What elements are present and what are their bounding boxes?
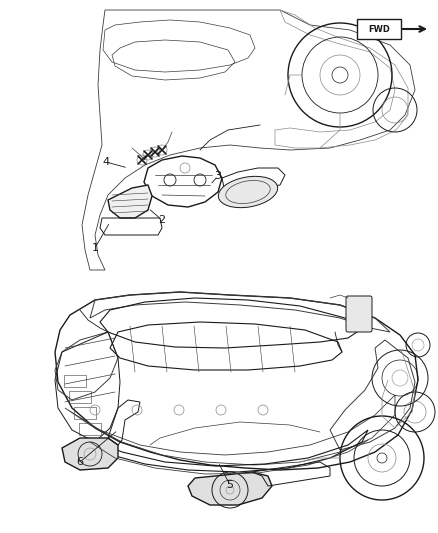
Text: 2: 2 — [159, 215, 166, 225]
Text: 3: 3 — [215, 171, 222, 181]
Text: 1: 1 — [92, 243, 99, 253]
FancyBboxPatch shape — [346, 296, 372, 332]
Polygon shape — [108, 185, 152, 218]
Polygon shape — [62, 438, 118, 470]
Bar — [69, 391, 91, 403]
Polygon shape — [188, 472, 272, 505]
Text: 6: 6 — [77, 457, 84, 467]
Ellipse shape — [218, 176, 278, 208]
FancyBboxPatch shape — [357, 19, 401, 39]
Text: 5: 5 — [226, 480, 233, 490]
Bar — [64, 375, 86, 387]
Text: FWD: FWD — [368, 25, 390, 34]
Text: 4: 4 — [102, 157, 110, 167]
Bar — [79, 423, 101, 435]
Bar — [74, 407, 96, 419]
